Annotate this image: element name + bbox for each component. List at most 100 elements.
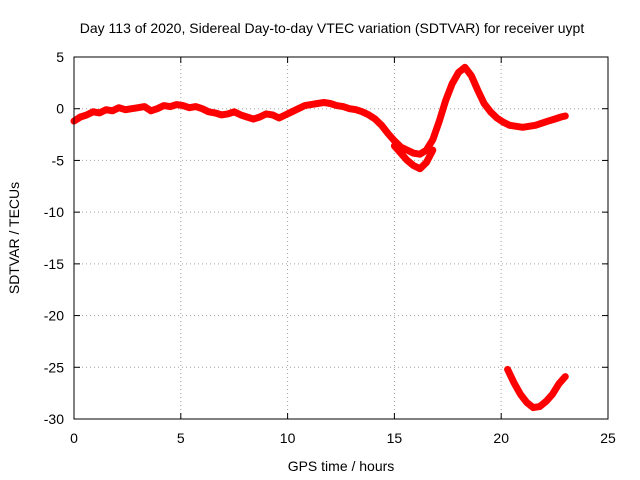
data-point (315, 101, 320, 106)
data-point (257, 114, 263, 120)
data-point (513, 123, 519, 129)
data-point (550, 391, 555, 397)
data-point (302, 103, 308, 109)
data-point (167, 104, 173, 110)
data-point (530, 405, 536, 411)
data-point (562, 374, 568, 380)
data-point (391, 143, 397, 149)
data-point (295, 106, 301, 112)
data-point (537, 404, 543, 410)
x-tick-label: 5 (177, 430, 185, 446)
data-point (135, 105, 141, 111)
data-point (218, 112, 224, 118)
data-point (404, 147, 410, 153)
data-point (500, 119, 506, 125)
data-point (411, 163, 417, 169)
series-line (504, 365, 569, 412)
data-point (250, 116, 256, 122)
x-tick-label: 10 (280, 430, 296, 446)
data-point (90, 109, 96, 115)
x-tick-label: 0 (70, 430, 78, 446)
x-tick-label: 25 (600, 430, 616, 446)
y-tick-label: -10 (44, 204, 64, 220)
data-point (148, 108, 154, 114)
data-series (70, 63, 569, 412)
data-point (231, 109, 237, 115)
data-point (142, 104, 147, 110)
data-point (539, 120, 545, 126)
data-point (558, 114, 564, 120)
data-point (494, 115, 500, 121)
data-point (84, 112, 90, 118)
data-point (122, 107, 128, 113)
data-point (520, 124, 526, 130)
data-point (238, 112, 244, 118)
y-tick-label: 5 (56, 49, 64, 65)
data-point (481, 101, 487, 106)
data-point (423, 160, 429, 165)
data-point (353, 107, 359, 113)
y-tick-label: -15 (44, 256, 64, 272)
data-point (417, 151, 423, 157)
data-point (462, 64, 468, 70)
data-point (436, 118, 442, 124)
data-point (468, 73, 474, 79)
data-point (109, 108, 115, 114)
data-point (556, 381, 562, 387)
data-point (532, 122, 538, 128)
data-point (511, 380, 517, 386)
data-point (562, 113, 568, 119)
data-point (385, 131, 391, 136)
plot-frame (73, 56, 609, 420)
x-tick-label: 15 (387, 430, 403, 446)
data-point (129, 106, 135, 112)
data-point (161, 103, 167, 109)
y-tick-label: -25 (44, 359, 64, 375)
axis-ticks: 0 5 10 15 20 25 -30 -25 -20 -15 -10 -5 0 5 (44, 49, 616, 446)
data-point (488, 109, 493, 115)
data-point (103, 107, 109, 113)
data-point (77, 114, 83, 120)
data-point (270, 112, 276, 118)
x-axis-label: GPS time / hours (288, 458, 395, 474)
data-point (411, 150, 417, 156)
data-point (475, 87, 481, 93)
data-point (379, 122, 385, 128)
data-point (507, 122, 513, 128)
data-point (283, 112, 288, 118)
data-point (174, 102, 179, 108)
data-point (404, 157, 410, 163)
data-point (276, 115, 282, 121)
data-point (423, 147, 429, 153)
data-point (443, 97, 449, 103)
data-point (372, 116, 378, 122)
data-point (526, 123, 532, 129)
y-tick-label: 0 (56, 101, 64, 117)
data-point (327, 101, 333, 106)
data-point (308, 102, 314, 108)
data-point (552, 116, 558, 122)
data-point (212, 110, 218, 116)
data-point (417, 166, 423, 172)
data-point (97, 110, 103, 116)
data-point (543, 398, 549, 404)
data-point (225, 111, 231, 117)
data-point (244, 114, 250, 120)
data-point (524, 400, 530, 405)
data-point (154, 106, 160, 112)
data-point (449, 81, 455, 87)
data-point (545, 118, 551, 124)
data-point (391, 138, 397, 144)
data-point (340, 104, 346, 110)
y-tick-label: -20 (44, 308, 64, 324)
data-point (116, 105, 122, 111)
y-tick-label: -30 (44, 411, 64, 427)
data-point (206, 109, 212, 115)
y-axis-label: SDTVAR / TECUs (6, 182, 22, 294)
data-point (517, 391, 523, 397)
data-point (263, 111, 269, 117)
data-point (186, 105, 192, 111)
data-point (289, 109, 295, 115)
data-point (347, 106, 352, 112)
